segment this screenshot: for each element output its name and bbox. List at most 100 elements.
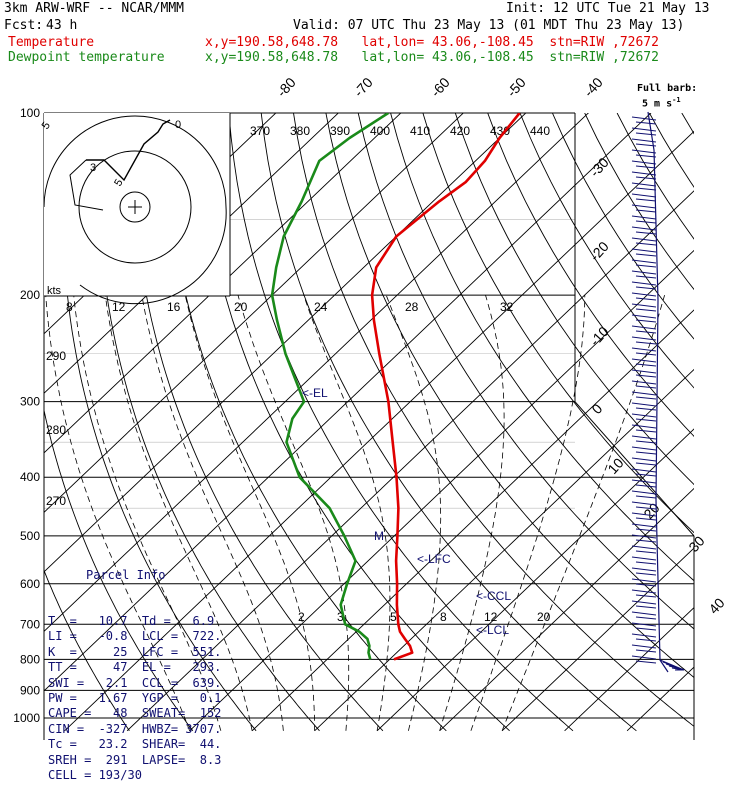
wind-barb: [631, 226, 657, 231]
level-marker: <-CCL: [476, 589, 511, 603]
dry-adiabat: [44, 569, 130, 732]
moist-adiabat: [303, 294, 391, 731]
mixing-ratio-label: 28: [405, 300, 419, 314]
wind-barb: [631, 633, 657, 638]
wind-barb: [635, 220, 657, 224]
hodograph-units: kts: [47, 285, 62, 297]
wind-barb: [631, 512, 657, 517]
init-time: Init: 12 UTC Tue 21 May 13: [506, 1, 710, 16]
wind-barb: [631, 578, 657, 583]
mixing-ratio-label: 16: [167, 300, 181, 314]
wind-barb: [631, 292, 657, 297]
wind-barb: [635, 264, 657, 268]
wind-barb: [635, 165, 657, 169]
moist-adiabat: [470, 295, 586, 731]
theta-label: 430: [490, 124, 510, 138]
wind-barb: [635, 308, 657, 312]
dry-adiabat: [519, 113, 694, 389]
mixing-ratio-label: 3: [337, 610, 344, 624]
theta-label: 410: [410, 124, 430, 138]
temperature-legend: Temperature: [8, 35, 95, 50]
wind-barb: [635, 121, 657, 125]
hodograph: 5 3 5 0 kts: [40, 113, 231, 305]
dry-adiabat-label: 280: [46, 423, 66, 437]
theta-label: 400: [370, 124, 390, 138]
pressure-label: 600: [20, 577, 40, 591]
dry-adiabat-label: 290: [46, 349, 66, 363]
mixing-ratio-label: 20: [234, 300, 248, 314]
dry-adiabat: [293, 113, 694, 727]
isotherm-line: [44, 113, 402, 454]
wind-barb: [635, 363, 657, 367]
wind-barb: [631, 215, 657, 220]
wind-barb: [635, 330, 657, 334]
wind-barb: [631, 160, 657, 165]
dry-adiabat: [163, 113, 447, 732]
wind-barb: [631, 204, 657, 209]
moist-adiabat: [501, 294, 665, 731]
pressure-label: 500: [20, 529, 40, 543]
dry-adiabat: [649, 113, 694, 188]
wind-barb: [631, 116, 657, 121]
wind-barb: [635, 209, 657, 213]
dry-adiabat: [681, 113, 694, 135]
dry-adiabat: [551, 113, 694, 340]
mixing-ratio-label: 24: [314, 300, 328, 314]
wind-barb: [635, 143, 657, 147]
isotherm-line: [314, 368, 694, 732]
barb-legend-units: 5 m s-1: [642, 96, 681, 110]
wind-barb: [631, 534, 657, 539]
moist-adiabat: [439, 294, 505, 731]
isotherm-line: [376, 428, 694, 732]
isotherm-label: -80: [273, 74, 299, 100]
isotherm-line: [189, 249, 694, 732]
wind-barb: [635, 132, 657, 136]
parcel-info-row: SWI = 2.1 CCL = 639.: [48, 675, 222, 690]
moist-adiabat: [141, 295, 284, 731]
wind-barb: [635, 407, 657, 411]
dry-adiabat: [62, 113, 257, 732]
wind-staff: [647, 111, 669, 673]
wind-barb: [635, 319, 657, 323]
wind-barb: [635, 198, 657, 202]
isotherm-label: -30: [586, 154, 612, 180]
pressure-label: 400: [20, 470, 40, 484]
wind-barb: [631, 523, 657, 528]
wind-barb: [635, 638, 657, 642]
level-marker: <-LFC: [417, 552, 451, 566]
wind-barb: [631, 567, 657, 572]
pressure-label: 200: [20, 288, 40, 302]
parcel-info-row: PW = 1.67 YGP = 0.1: [48, 691, 222, 706]
dry-adiabat: [325, 113, 694, 679]
wind-barb: [635, 396, 657, 400]
dry-adiabat: [357, 113, 694, 630]
wind-barb: [631, 182, 657, 187]
wind-barb: [635, 286, 657, 290]
dry-adiabat: [260, 113, 637, 732]
wind-barb: [631, 457, 657, 462]
parcel-info-row: CELL = 193/30: [48, 768, 142, 783]
parcel-info-row: CIN = -327 HWBZ= 3707.: [48, 721, 222, 736]
isotherm-line: [44, 113, 339, 394]
wind-barb: [631, 402, 657, 407]
hodograph-bg: [44, 113, 230, 296]
isotherm-label: -60: [427, 74, 453, 100]
parcel-info-row: TT = 47 EL = 293.: [48, 660, 222, 675]
wind-barb: [631, 336, 657, 341]
parcel-info-row: CAPE = 48 SWEAT= 152: [48, 706, 222, 721]
wind-barb: [635, 517, 657, 521]
wind-barb: [635, 187, 657, 191]
wind-barb: [635, 352, 657, 356]
wind-barb: [635, 429, 657, 433]
wind-barb: [631, 358, 657, 363]
dry-adiabat: [44, 408, 194, 732]
parcel-info-row: SREH = 291 LAPSE= 8.3: [48, 752, 222, 767]
mixing-ratio-label: 20: [537, 610, 551, 624]
isotherm-label: -50: [503, 74, 529, 100]
wind-barb: [635, 550, 657, 554]
wind-barb: [635, 451, 657, 455]
mixing-ratio-label: 32: [500, 300, 514, 314]
wind-barb: [631, 270, 657, 275]
hodograph-ring: [78, 150, 192, 264]
wind-barb: [631, 259, 657, 264]
